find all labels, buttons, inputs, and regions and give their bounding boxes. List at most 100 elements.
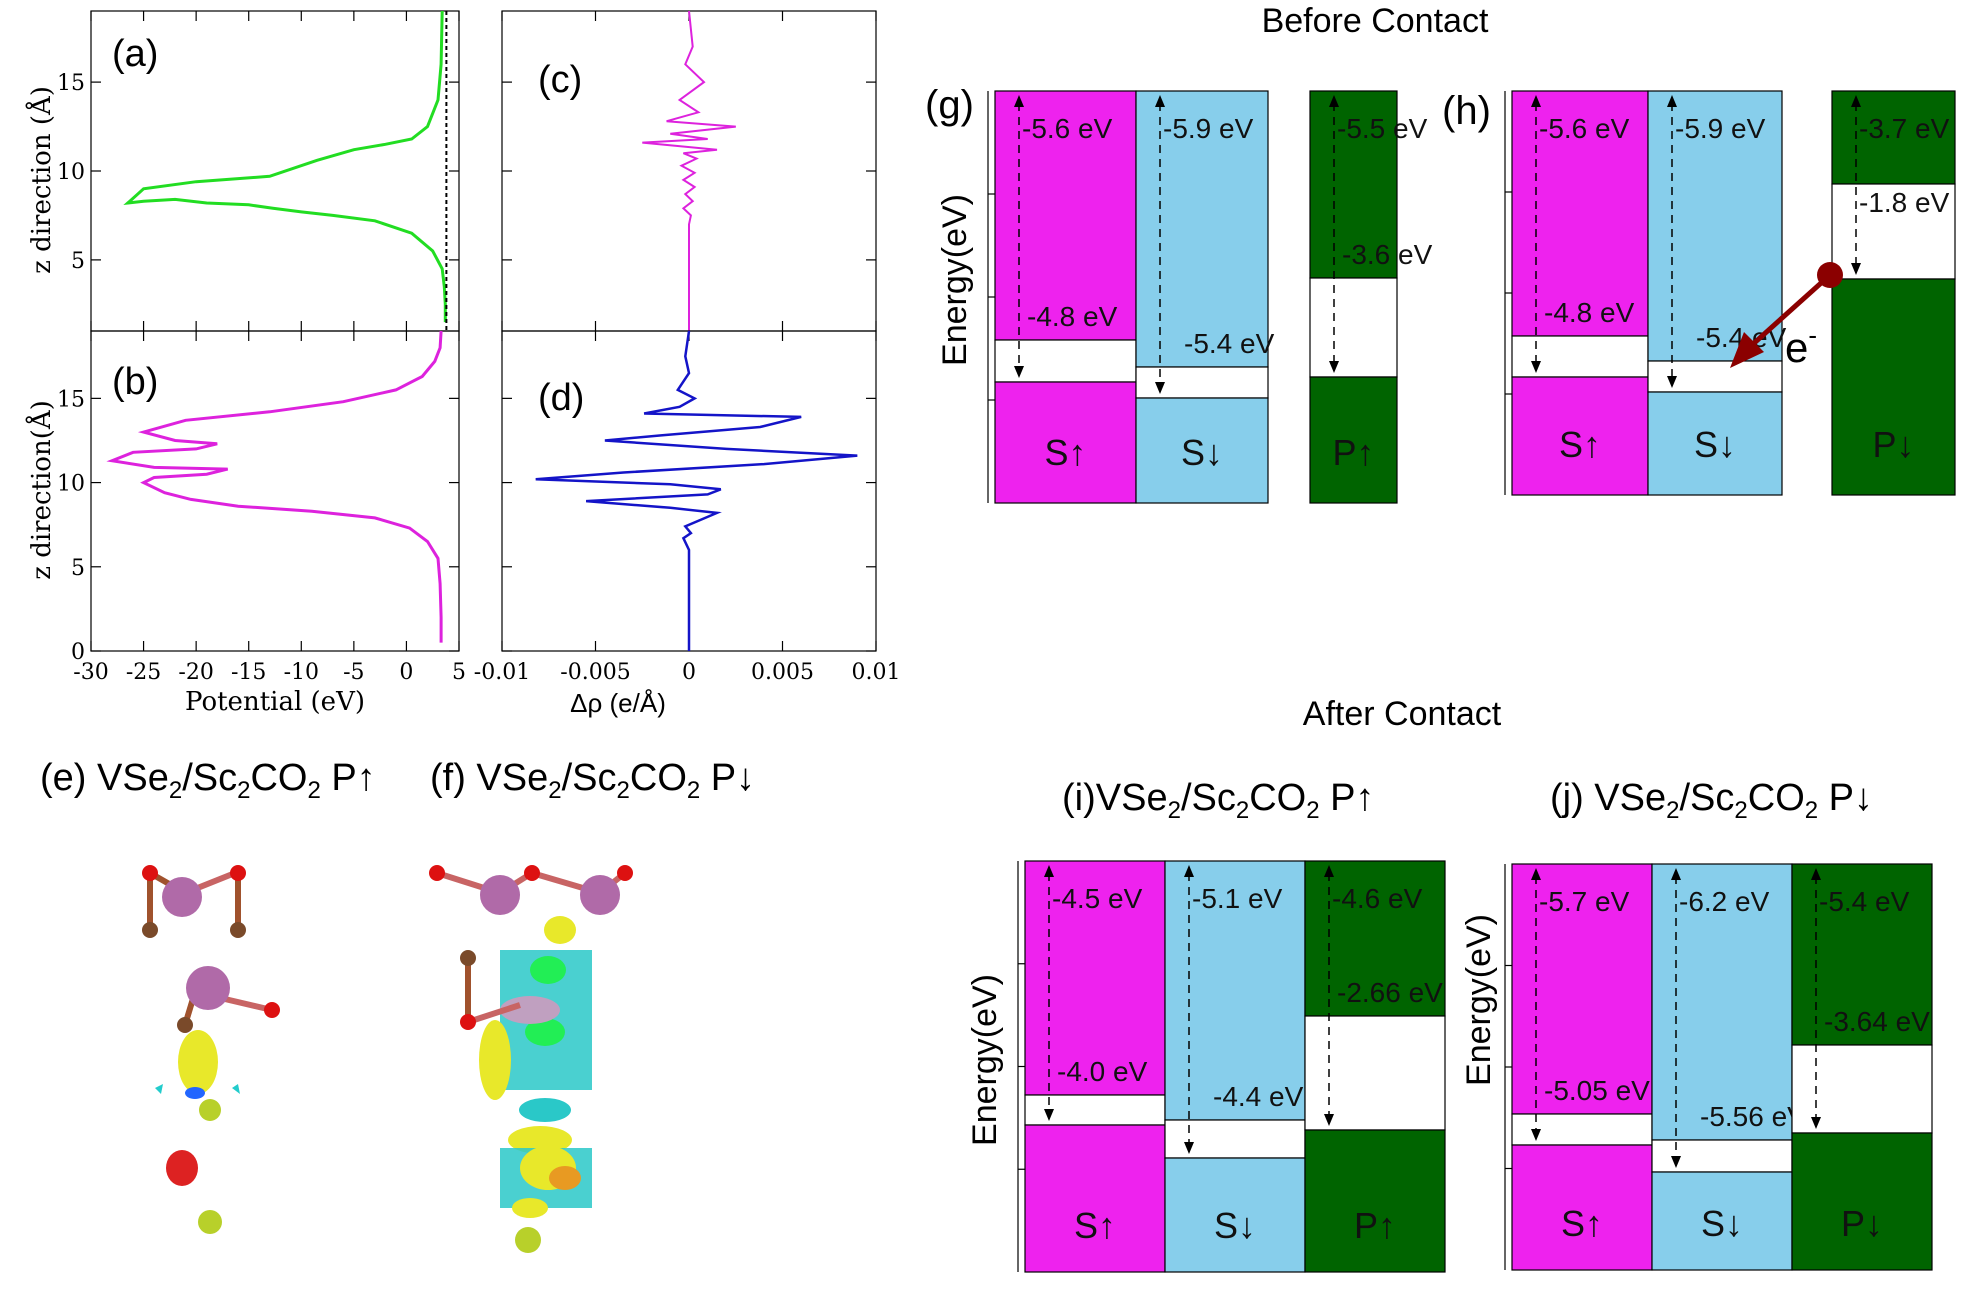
panel-f-title: (f) VSe2/Sc2CO2 P↓ bbox=[430, 757, 755, 804]
x-tick-label: -30 bbox=[73, 660, 108, 685]
cbm-energy-label: -4.0 eV bbox=[1057, 1056, 1148, 1087]
arrowhead-up bbox=[1811, 868, 1821, 880]
panel-b: 0 5 10 15 -30 -25 -20 -15 -10 -5 0 5 (b) z directio… bbox=[25, 330, 466, 717]
panel-c-charge-line bbox=[642, 10, 736, 331]
vbm-energy-label: -5.9 eV bbox=[1163, 113, 1254, 144]
cbm-energy-label: -3.64 eV bbox=[1824, 1006, 1930, 1037]
arrowhead-up bbox=[1531, 95, 1541, 107]
panel-d: -0.01 -0.005 0 0.005 0.01 (d) Δρ (e/Å) bbox=[474, 330, 901, 718]
spin-channel-label: S↑ bbox=[1559, 424, 1601, 465]
band-gap-region bbox=[1304, 1015, 1446, 1131]
structure-e-image bbox=[142, 865, 280, 1234]
band-gap-region bbox=[1511, 335, 1649, 378]
arrowhead-up bbox=[1531, 868, 1541, 880]
spin-channel-label: P↓ bbox=[1872, 424, 1914, 465]
vbm-energy-label: -5.5 eV bbox=[1337, 113, 1428, 144]
panel-c: (c) bbox=[501, 10, 877, 332]
cbm-energy-label: -4.4 eV bbox=[1213, 1081, 1304, 1112]
x-tick-label: -20 bbox=[178, 660, 213, 685]
spin-channel-label: S↑ bbox=[1044, 432, 1086, 473]
arrowhead-up bbox=[1324, 865, 1334, 877]
panel-d-charge-line bbox=[535, 330, 858, 651]
panel-g-label: (g) bbox=[925, 83, 974, 127]
vbm-energy-label: -6.2 eV bbox=[1679, 886, 1770, 917]
valence-band-bar bbox=[1511, 1144, 1653, 1271]
spin-channel-label: P↑ bbox=[1332, 432, 1374, 473]
arrowhead-up bbox=[1155, 95, 1165, 107]
band-gap-region bbox=[994, 339, 1137, 383]
arrowhead-up bbox=[1014, 95, 1024, 107]
panel-a-label: (a) bbox=[112, 33, 158, 75]
arrowhead-up bbox=[1329, 95, 1339, 107]
vbm-energy-label: -5.6 eV bbox=[1022, 113, 1113, 144]
x-tick-label: 5 bbox=[452, 660, 466, 685]
spin-channel-label: S↑ bbox=[1561, 1203, 1603, 1244]
conduction-band-bar bbox=[1511, 90, 1649, 337]
cbm-energy-label: -2.66 eV bbox=[1337, 977, 1443, 1008]
panel-j-title: (j) VSe2/Sc2CO2 P↓ bbox=[1550, 777, 1873, 824]
panel-b-label: (b) bbox=[112, 361, 158, 403]
valence-band-bar bbox=[1135, 397, 1269, 504]
x-tick-label: -15 bbox=[231, 660, 266, 685]
structure-f-image bbox=[429, 865, 633, 1253]
arrowhead-down bbox=[1531, 1129, 1541, 1141]
x-tick-label: 0 bbox=[682, 660, 696, 685]
panel-h-label: (h) bbox=[1442, 89, 1491, 133]
cbm-energy-label: -1.8 eV bbox=[1859, 187, 1950, 218]
panel-a-potential-line bbox=[123, 10, 447, 323]
arrowhead-down bbox=[1329, 361, 1339, 373]
arrowhead-down bbox=[1324, 1114, 1334, 1126]
cbm-energy-label: -3.6 eV bbox=[1342, 239, 1433, 270]
arrowhead-down bbox=[1014, 366, 1024, 378]
y-tick-label: 10 bbox=[57, 160, 85, 185]
x-tick-label: 0.005 bbox=[751, 660, 814, 685]
panel-b-ylabel: z direction(Å) bbox=[25, 400, 57, 580]
vbm-energy-label: -5.4 eV bbox=[1819, 886, 1910, 917]
x-tick-label: -25 bbox=[126, 660, 161, 685]
y-tick-label: 10 bbox=[57, 472, 85, 497]
arrowhead-down bbox=[1671, 1156, 1681, 1168]
valence-band-bar bbox=[994, 381, 1137, 504]
valence-band-bar bbox=[1024, 1124, 1166, 1273]
cbm-energy-label: -4.8 eV bbox=[1544, 297, 1635, 328]
panel-e-title: (e) VSe2/Sc2CO2 P↑ bbox=[40, 757, 376, 804]
valence-band-bar bbox=[1309, 376, 1398, 504]
cbm-energy-label: -4.8 eV bbox=[1027, 301, 1118, 332]
vbm-energy-label: -3.7 eV bbox=[1859, 113, 1950, 144]
valence-band-bar bbox=[1511, 376, 1649, 496]
arrowhead-up bbox=[1671, 868, 1681, 880]
cbm-energy-label: -5.56 eV bbox=[1700, 1101, 1806, 1132]
band-panel-0: -5.6 eV -4.8 eV S↑ -5.9 eV -5.4 eV S↓ -5.5 eV -… bbox=[987, 90, 1433, 504]
panel-a-ylabel: z direction (Å) bbox=[25, 86, 57, 274]
panel-b-frame bbox=[90, 330, 460, 652]
x-tick-label: -5 bbox=[343, 660, 364, 685]
before-contact-heading: Before Contact bbox=[1262, 2, 1489, 40]
panel-g-ylabel: Energy(eV) bbox=[936, 194, 974, 366]
panel-d-label: (d) bbox=[538, 377, 584, 419]
x-tick-label: -10 bbox=[284, 660, 319, 685]
valence-band-bar bbox=[1831, 278, 1956, 496]
spin-channel-label: S↓ bbox=[1694, 424, 1736, 465]
panel-i-title: (i)VSe2/Sc2CO2 P↑ bbox=[1062, 777, 1374, 824]
valence-band-bar bbox=[1647, 391, 1783, 496]
valence-band-bar bbox=[1164, 1157, 1306, 1273]
y-tick-label: 5 bbox=[71, 556, 85, 581]
band-gap-region bbox=[1164, 1119, 1306, 1159]
arrowhead-down bbox=[1811, 1117, 1821, 1129]
y-tick-label: 5 bbox=[71, 249, 85, 274]
cbm-energy-label: -5.05 eV bbox=[1544, 1075, 1650, 1106]
vbm-energy-label: -5.1 eV bbox=[1192, 883, 1283, 914]
panel-b-potential-line bbox=[106, 330, 443, 643]
spin-channel-label: P↓ bbox=[1841, 1203, 1883, 1244]
x-tick-label: 0.01 bbox=[852, 660, 901, 685]
arrowhead-up bbox=[1667, 95, 1677, 107]
valence-band-bar bbox=[1791, 1132, 1933, 1271]
arrowhead-down bbox=[1851, 263, 1861, 275]
arrowhead-down bbox=[1184, 1142, 1194, 1154]
panel-a: 5 10 15 (a) z direction (Å) bbox=[25, 10, 460, 332]
electron-transfer-arrow bbox=[1730, 262, 1843, 368]
spin-channel-label: S↑ bbox=[1074, 1205, 1116, 1246]
arrowhead-down bbox=[1155, 382, 1165, 394]
y-tick-label: 15 bbox=[57, 71, 85, 96]
arrowhead-down bbox=[1531, 361, 1541, 373]
